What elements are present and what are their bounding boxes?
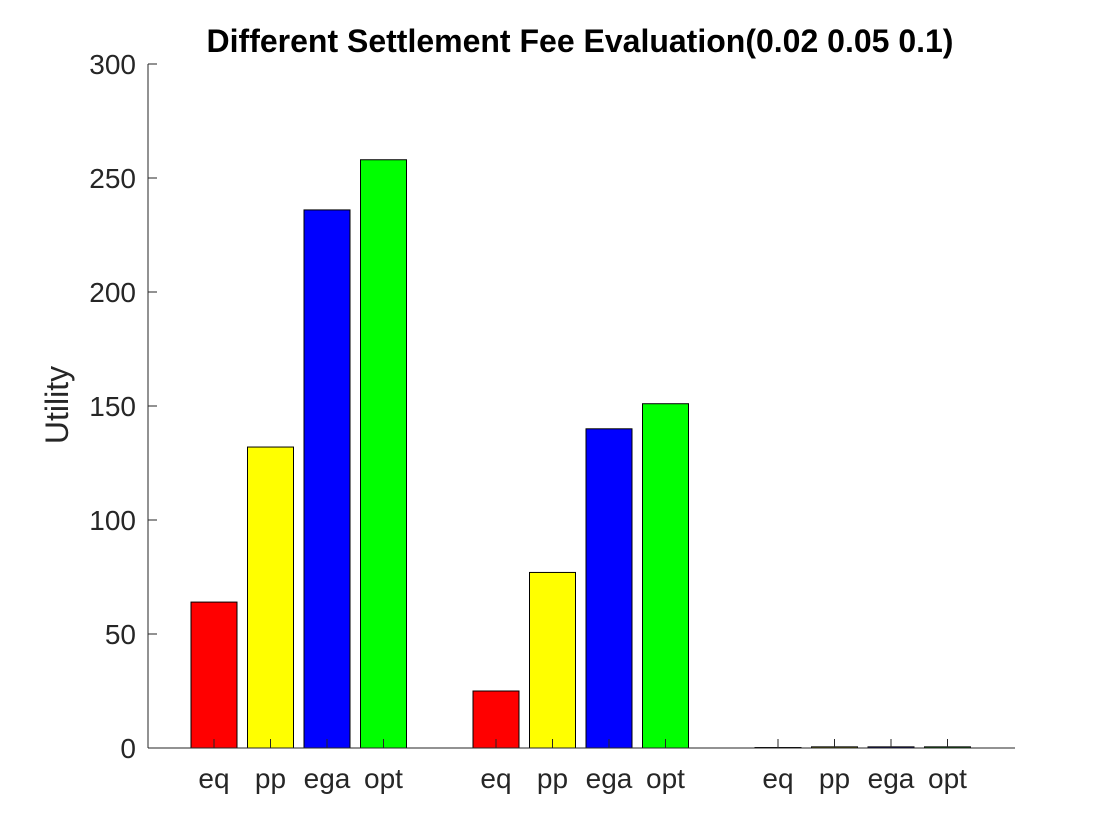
x-tick-label: eq [198,763,229,794]
bar-group1-pp [247,446,294,749]
axes-layer: eq pp ega opt eq pp ega opt eq pp ega opt0501001502… [89,49,1015,794]
x-tick-label: opt [646,763,685,794]
y-tick-label: 300 [89,49,136,80]
x-tick-label: opt [364,763,403,794]
x-tick-label: ega [586,763,633,794]
bar-group1-eq [190,601,238,749]
bar-group1-opt [360,159,407,749]
bars-layer [190,159,971,749]
x-tick-label: eq [480,763,511,794]
bar-group2-eq [472,690,520,749]
y-tick-label: 100 [89,505,136,536]
bar-group2-ega [585,428,633,749]
chart-title: Different Settlement Fee Evaluation(0.02… [207,23,954,59]
bar-group2-pp [529,571,576,749]
y-tick-label: 200 [89,277,136,308]
x-tick-label: ega [304,763,351,794]
x-tick-label: ega [868,763,915,794]
y-tick-label: 50 [105,619,136,650]
x-tick-label: pp [537,763,568,794]
y-tick-label: 150 [89,391,136,422]
y-tick-label: 0 [120,733,136,764]
x-tick-label: opt [928,763,967,794]
x-tick-label: pp [255,763,286,794]
bar-group2-opt [642,403,689,749]
y-tick-label: 250 [89,163,136,194]
x-tick-label: pp [819,763,850,794]
y-axis-label: Utility [39,366,75,444]
bar-group1-ega [303,209,351,749]
x-tick-label: eq [762,763,793,794]
